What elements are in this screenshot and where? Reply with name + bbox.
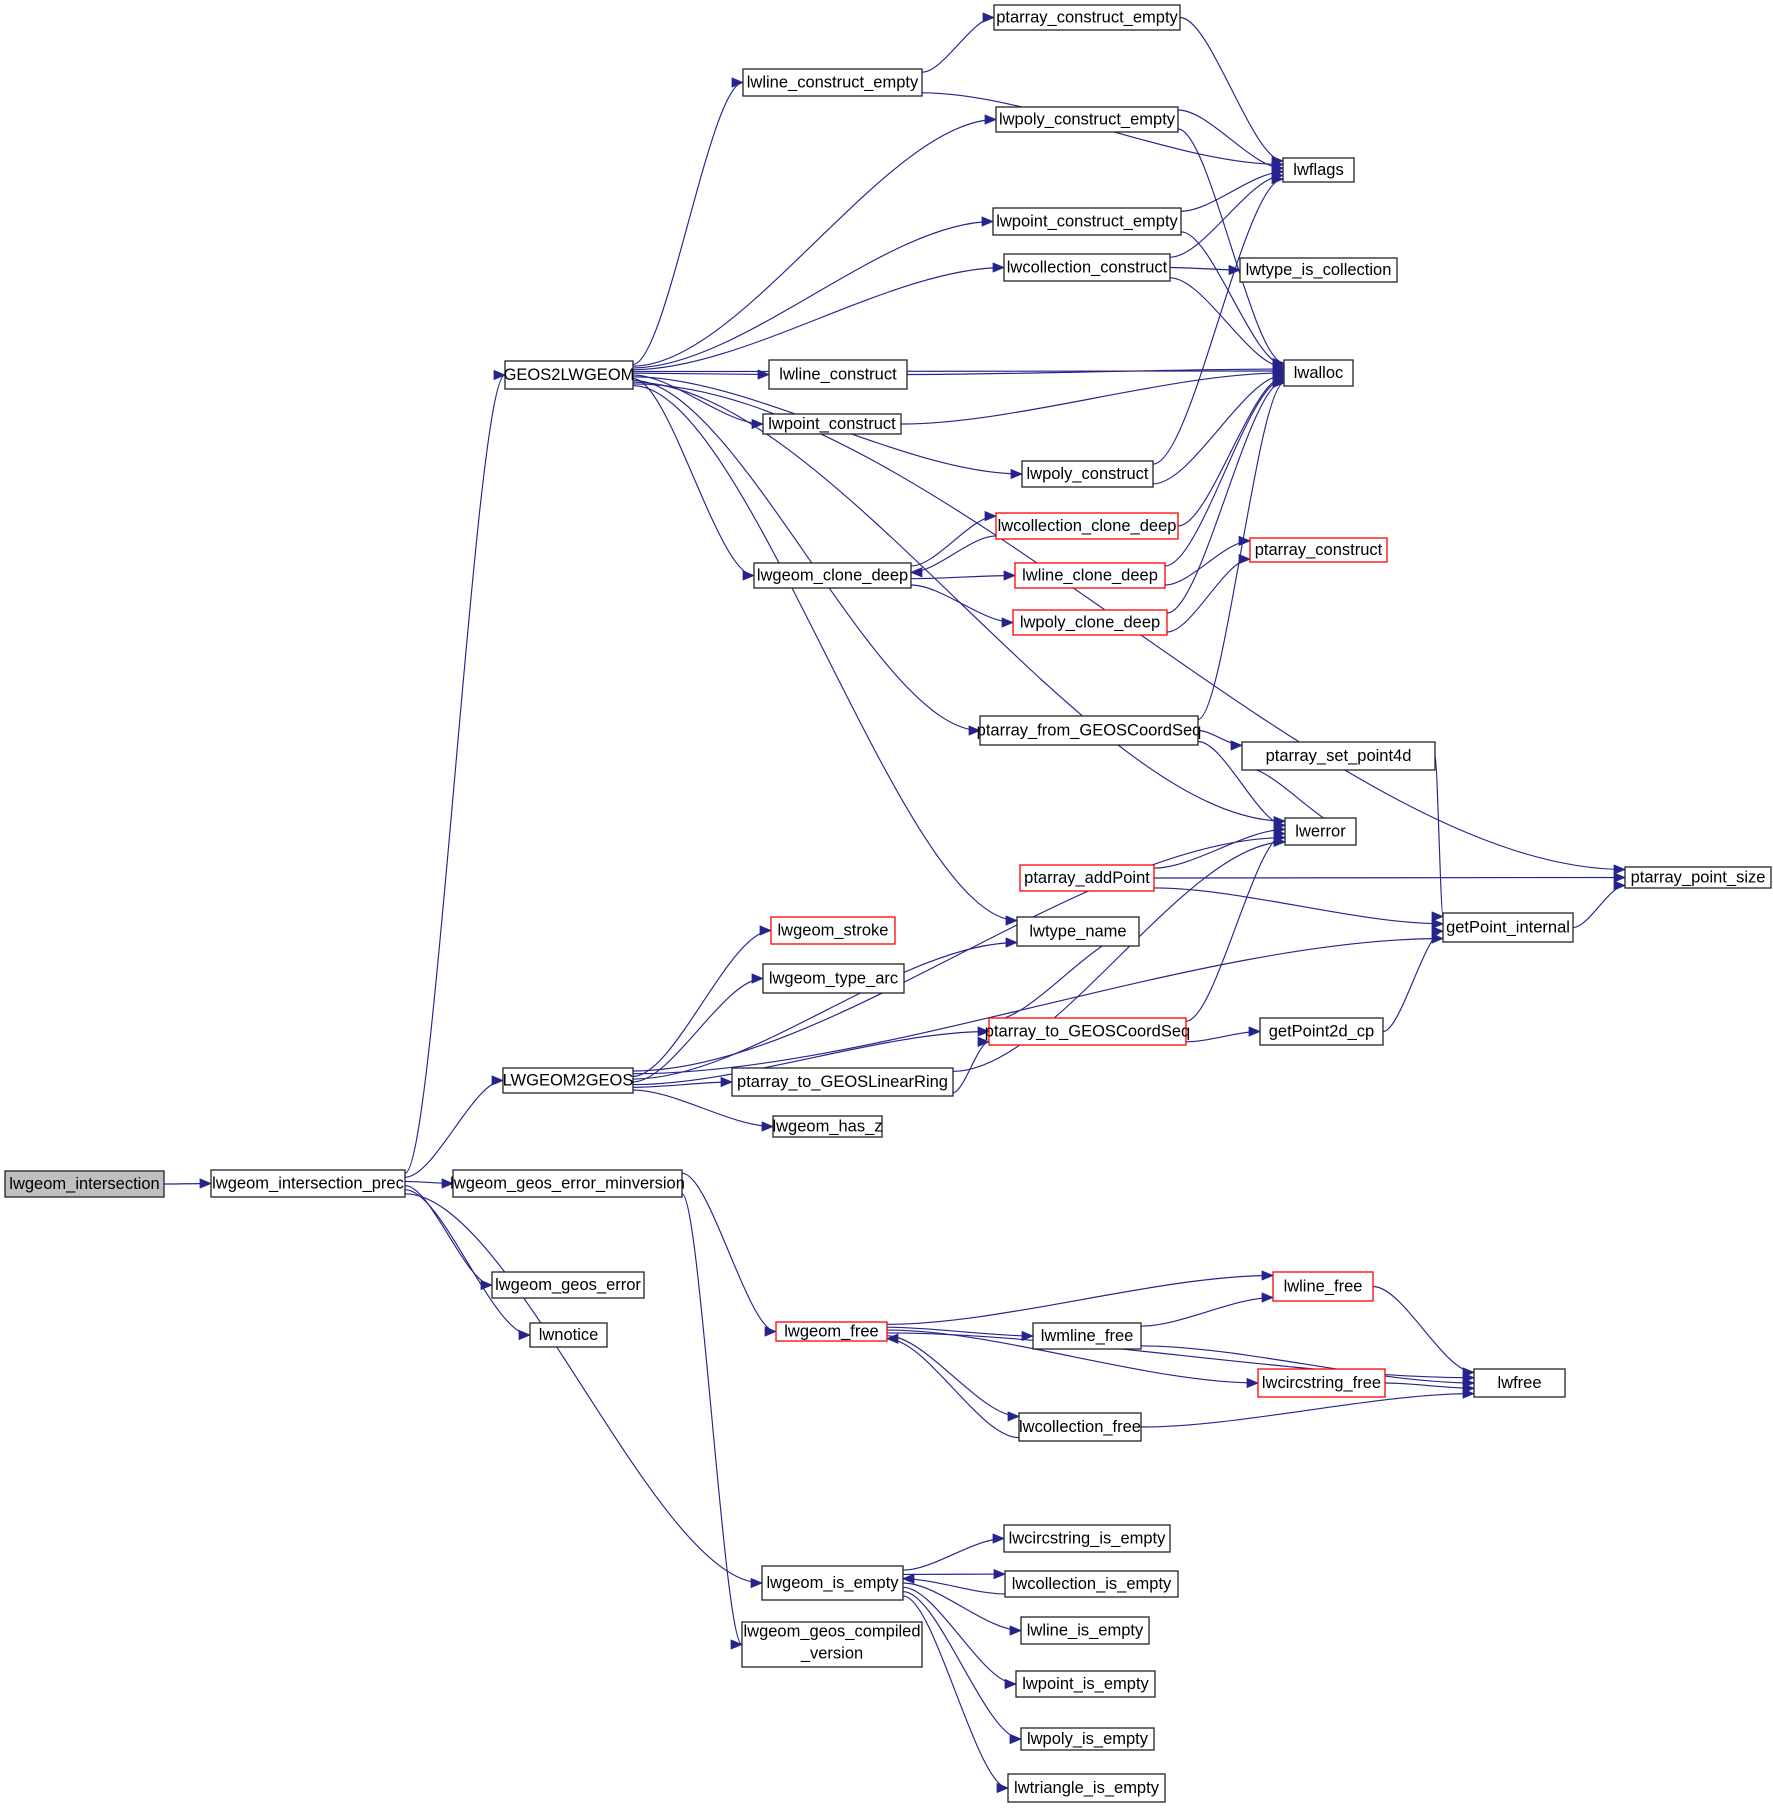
svg-text:lwgeom_intersection: lwgeom_intersection <box>9 1175 159 1193</box>
svg-text:getPoint2d_cp: getPoint2d_cp <box>1269 1023 1375 1041</box>
svg-text:lwpoly_construct: lwpoly_construct <box>1027 465 1149 483</box>
svg-text:ptarray_construct: ptarray_construct <box>1255 541 1383 559</box>
svg-text:lwcollection_is_empty: lwcollection_is_empty <box>1012 1575 1172 1593</box>
svg-text:LWGEOM2GEOS: LWGEOM2GEOS <box>503 1072 634 1090</box>
svg-text:lwgeom_geos_compiled: lwgeom_geos_compiled <box>743 1623 920 1641</box>
svg-text:lwfree: lwfree <box>1497 1374 1541 1392</box>
svg-text:lwgeom_geos_error: lwgeom_geos_error <box>495 1276 641 1294</box>
svg-text:lwgeom_is_empty: lwgeom_is_empty <box>766 1574 899 1592</box>
svg-text:lwline_clone_deep: lwline_clone_deep <box>1022 567 1158 585</box>
svg-text:lwcircstring_free: lwcircstring_free <box>1262 1374 1381 1392</box>
svg-text:lwcollection_free: lwcollection_free <box>1019 1418 1141 1436</box>
svg-text:ptarray_to_GEOSLinearRing: ptarray_to_GEOSLinearRing <box>737 1073 948 1091</box>
svg-text:lwgeom_stroke: lwgeom_stroke <box>778 922 889 940</box>
svg-text:lwgeom_type_arc: lwgeom_type_arc <box>769 970 898 988</box>
svg-text:lwpoly_is_empty: lwpoly_is_empty <box>1027 1730 1149 1748</box>
svg-text:lwpoint_is_empty: lwpoint_is_empty <box>1022 1675 1149 1693</box>
svg-text:lwflags: lwflags <box>1293 161 1343 179</box>
svg-text:lwtriangle_is_empty: lwtriangle_is_empty <box>1014 1779 1160 1797</box>
svg-text:ptarray_to_GEOSCoordSeq: ptarray_to_GEOSCoordSeq <box>985 1023 1190 1041</box>
svg-text:lwline_is_empty: lwline_is_empty <box>1027 1622 1144 1640</box>
svg-text:lwmline_free: lwmline_free <box>1041 1327 1134 1345</box>
svg-text:lwgeom_has_z: lwgeom_has_z <box>772 1118 882 1136</box>
svg-text:lwpoint_construct_empty: lwpoint_construct_empty <box>996 213 1178 231</box>
svg-text:lwline_free: lwline_free <box>1284 1278 1363 1296</box>
svg-text:lwline_construct: lwline_construct <box>779 366 897 384</box>
svg-text:lwgeom_free: lwgeom_free <box>784 1323 878 1341</box>
svg-text:GEOS2LWGEOM: GEOS2LWGEOM <box>504 366 635 384</box>
svg-text:lwline_construct_empty: lwline_construct_empty <box>747 74 919 92</box>
svg-text:ptarray_construct_empty: ptarray_construct_empty <box>996 9 1178 27</box>
svg-text:ptarray_from_GEOSCoordSeq: ptarray_from_GEOSCoordSeq <box>977 722 1202 740</box>
svg-text:lwpoly_clone_deep: lwpoly_clone_deep <box>1020 614 1160 632</box>
svg-text:lwnotice: lwnotice <box>539 1326 599 1344</box>
svg-text:lwpoint_construct: lwpoint_construct <box>768 415 896 433</box>
svg-text:lwgeom_clone_deep: lwgeom_clone_deep <box>757 567 908 585</box>
svg-text:lwgeom_geos_error_minversion: lwgeom_geos_error_minversion <box>450 1175 685 1193</box>
svg-text:lwtype_is_collection: lwtype_is_collection <box>1246 261 1392 279</box>
svg-text:ptarray_addPoint: ptarray_addPoint <box>1024 869 1150 887</box>
svg-text:ptarray_set_point4d: ptarray_set_point4d <box>1266 747 1412 765</box>
svg-text:lwerror: lwerror <box>1295 823 1346 841</box>
svg-text:lwcollection_clone_deep: lwcollection_clone_deep <box>998 517 1177 535</box>
svg-text:lwalloc: lwalloc <box>1294 364 1344 382</box>
svg-text:getPoint_internal: getPoint_internal <box>1446 919 1570 937</box>
svg-text:lwcircstring_is_empty: lwcircstring_is_empty <box>1009 1530 1167 1548</box>
svg-text:lwcollection_construct: lwcollection_construct <box>1007 259 1168 277</box>
svg-text:lwpoly_construct_empty: lwpoly_construct_empty <box>999 111 1176 129</box>
svg-text:_version: _version <box>800 1645 863 1663</box>
svg-text:ptarray_point_size: ptarray_point_size <box>1631 869 1766 887</box>
svg-text:lwtype_name: lwtype_name <box>1029 923 1126 941</box>
svg-text:lwgeom_intersection_prec: lwgeom_intersection_prec <box>212 1175 404 1193</box>
